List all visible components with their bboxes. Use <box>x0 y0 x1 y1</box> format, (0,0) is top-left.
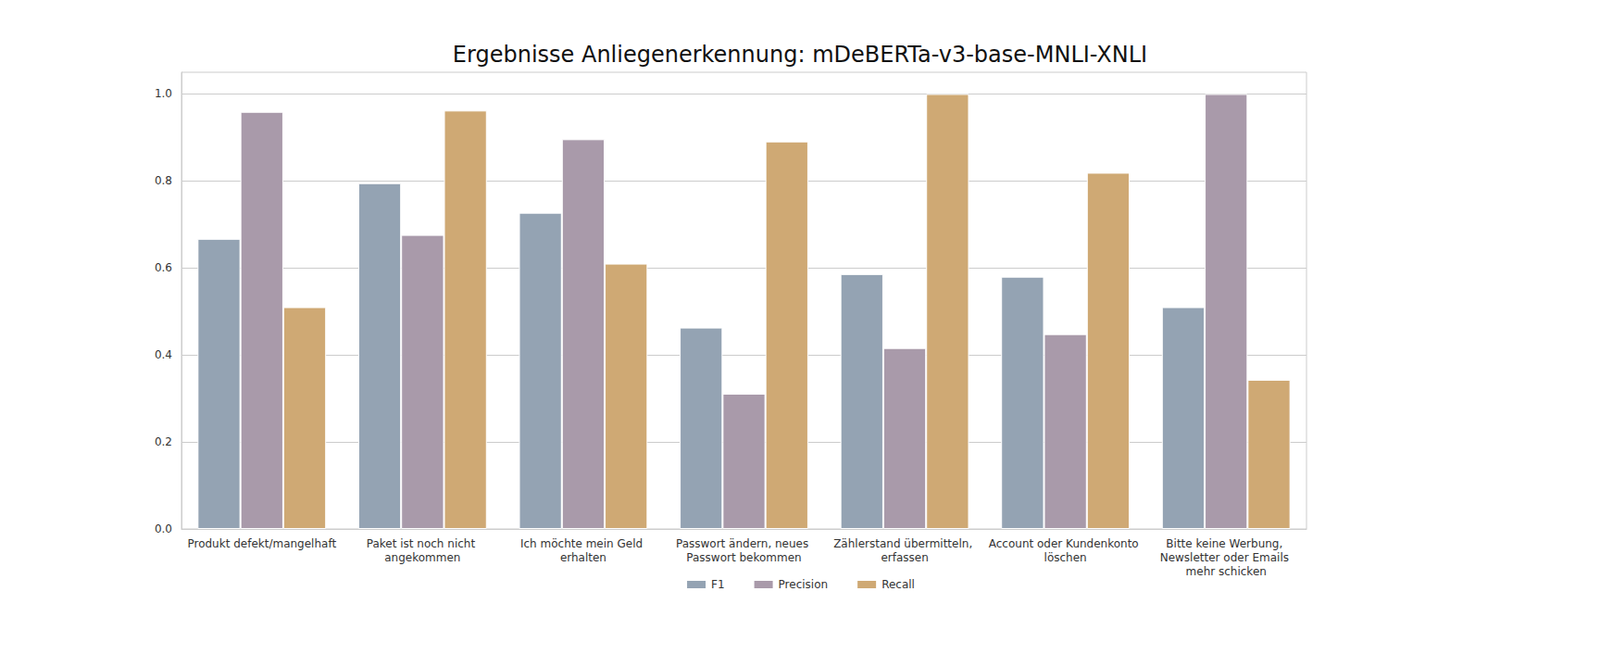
svg-text:Ich möchte mein Geld: Ich möchte mein Geld <box>520 537 647 550</box>
svg-text:mehr schicken: mehr schicken <box>1186 564 1267 578</box>
svg-text:Passwort ändern, neues: Passwort ändern, neues <box>675 537 813 550</box>
svg-text:0.8: 0.8 <box>154 174 173 188</box>
svg-text:Produkt defekt/mangelhaft: Produkt defekt/mangelhaft <box>187 537 337 550</box>
svg-text:Passwort bekommen: Passwort bekommen <box>686 550 801 564</box>
svg-text:Recall: Recall <box>881 577 915 591</box>
svg-text:0.4: 0.4 <box>154 348 173 362</box>
svg-text:Newsletter oder Emails: Newsletter oder Emails <box>1160 550 1293 564</box>
svg-text:0.0: 0.0 <box>154 522 173 536</box>
svg-text:Paket ist noch nicht: Paket ist noch nicht <box>366 537 479 550</box>
svg-text:0.6: 0.6 <box>154 261 173 275</box>
svg-text:Ergebnisse Anliegenerkennung:: Ergebnisse Anliegenerkennung: mDeBERTa-v… <box>452 41 1148 68</box>
svg-text:löschen: löschen <box>1044 550 1088 564</box>
svg-text:angekommen: angekommen <box>384 550 461 564</box>
svg-text:1.0: 1.0 <box>154 87 173 100</box>
svg-text:Zählerstand übermitteln,: Zählerstand übermitteln, <box>833 537 976 550</box>
svg-text:Bitte keine Werbung,: Bitte keine Werbung, <box>1165 537 1287 550</box>
svg-text:0.2: 0.2 <box>154 435 173 449</box>
svg-text:erfassen: erfassen <box>880 550 928 564</box>
svg-text:erhalten: erhalten <box>560 550 607 564</box>
svg-text:Account oder Kundenkonto: Account oder Kundenkonto <box>988 537 1143 550</box>
svg-text:F1: F1 <box>711 577 725 591</box>
svg-text:Precision: Precision <box>778 577 829 591</box>
